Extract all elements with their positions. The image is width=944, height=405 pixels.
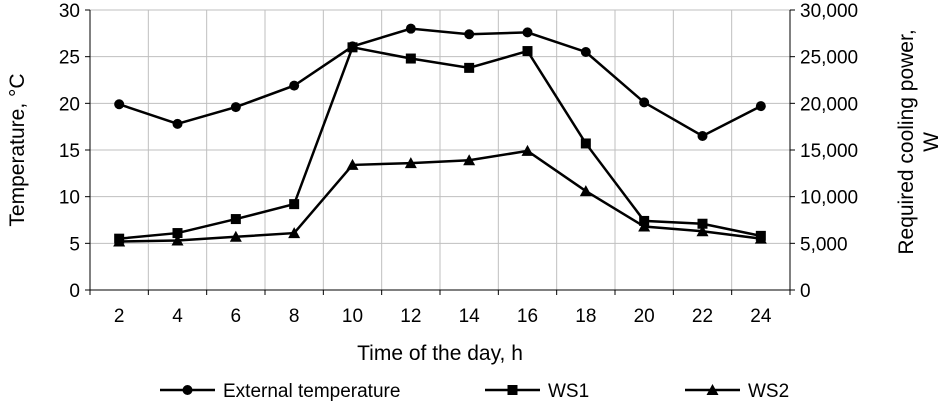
- y2-tick-label: 5,000: [800, 234, 848, 255]
- y2-tick-label: 0: [800, 281, 811, 302]
- x-axis-label: Time of the day, h: [357, 342, 523, 365]
- x-tick-label: 16: [517, 306, 538, 327]
- y2-tick-label: 10,000: [800, 188, 858, 209]
- data-point: [521, 144, 534, 156]
- legend-marker: [706, 384, 719, 395]
- data-point: [404, 157, 417, 169]
- legend-label: External temperature: [223, 381, 400, 402]
- data-point: [638, 220, 651, 232]
- series-line: [119, 45, 762, 240]
- y2-tick-label: 30,000: [800, 1, 858, 22]
- data-point: [697, 131, 708, 141]
- y2-tick-label: 25,000: [800, 48, 858, 69]
- y2-tick-label: 15,000: [800, 141, 858, 162]
- y2-axis-label-line2: W: [920, 132, 943, 152]
- x-tick-label: 14: [459, 306, 481, 327]
- data-point: [289, 199, 300, 210]
- data-point: [464, 29, 475, 40]
- data-point: [229, 230, 242, 242]
- data-point: [289, 80, 300, 91]
- legend-item-triangle: WS2: [685, 381, 789, 402]
- series-triangle: [113, 144, 767, 247]
- y-axis-label: Temperature, °C: [6, 73, 29, 226]
- x-tick-label: 6: [231, 306, 242, 327]
- y-tick-label: 20: [59, 94, 80, 115]
- x-tick-label: 2: [114, 306, 125, 327]
- x-tick-label: 24: [750, 306, 772, 327]
- y-tick-label: 10: [59, 188, 80, 209]
- data-point: [464, 62, 475, 73]
- data-point: [696, 225, 709, 237]
- legend-marker: [182, 385, 193, 395]
- x-tick-label: 20: [634, 306, 655, 327]
- grid-lines: [90, 9, 790, 290]
- data-point: [346, 158, 359, 170]
- legend-marker: [507, 385, 518, 395]
- data-point: [230, 102, 241, 113]
- data-point: [172, 118, 183, 129]
- legend-label: WS2: [748, 381, 789, 402]
- data-point: [755, 101, 766, 112]
- data-point: [172, 228, 183, 239]
- data-point: [405, 53, 416, 64]
- data-point: [171, 234, 184, 246]
- y-tick-label: 0: [69, 281, 80, 302]
- x-tick-label: 10: [342, 306, 363, 327]
- y-tick-label: 30: [59, 1, 80, 22]
- data-point: [405, 23, 416, 34]
- axes: [85, 9, 795, 295]
- x-tick-label: 12: [400, 306, 421, 327]
- data-point: [580, 47, 591, 57]
- legend-item-circle: External temperature: [160, 381, 400, 402]
- data-point: [754, 232, 767, 244]
- series-line: [119, 149, 761, 243]
- y2-tick-label: 20,000: [800, 94, 858, 115]
- data-point: [522, 27, 533, 38]
- legend-item-square: WS1: [485, 381, 589, 402]
- x-tick-label: 4: [172, 306, 183, 327]
- series-line: [118, 27, 762, 138]
- data-point: [113, 235, 126, 247]
- series-group: [113, 23, 767, 247]
- data-point: [230, 214, 241, 225]
- x-tick-label: 8: [289, 306, 300, 327]
- data-point: [639, 97, 650, 108]
- x-tick-label: 22: [692, 306, 713, 327]
- data-point: [463, 154, 476, 166]
- data-point: [580, 138, 591, 149]
- data-point: [288, 227, 301, 239]
- data-point: [579, 185, 592, 197]
- legend-label: WS1: [548, 381, 589, 402]
- data-point: [347, 42, 358, 53]
- y-tick-label: 25: [59, 48, 80, 69]
- y2-axis-label-line1: Required cooling power,: [895, 29, 918, 254]
- y-tick-label: 5: [69, 234, 80, 255]
- y-tick-label: 15: [59, 141, 80, 162]
- tick-labels: 0 5 10 15 20 25 30 0 5,000 10,000 15,000 20,000 25,0…: [59, 1, 858, 327]
- x-tick-label: 18: [575, 306, 596, 327]
- data-point: [697, 218, 708, 229]
- data-point: [114, 99, 125, 110]
- legend: External temperature WS1 WS2: [160, 381, 789, 402]
- data-point: [522, 46, 533, 57]
